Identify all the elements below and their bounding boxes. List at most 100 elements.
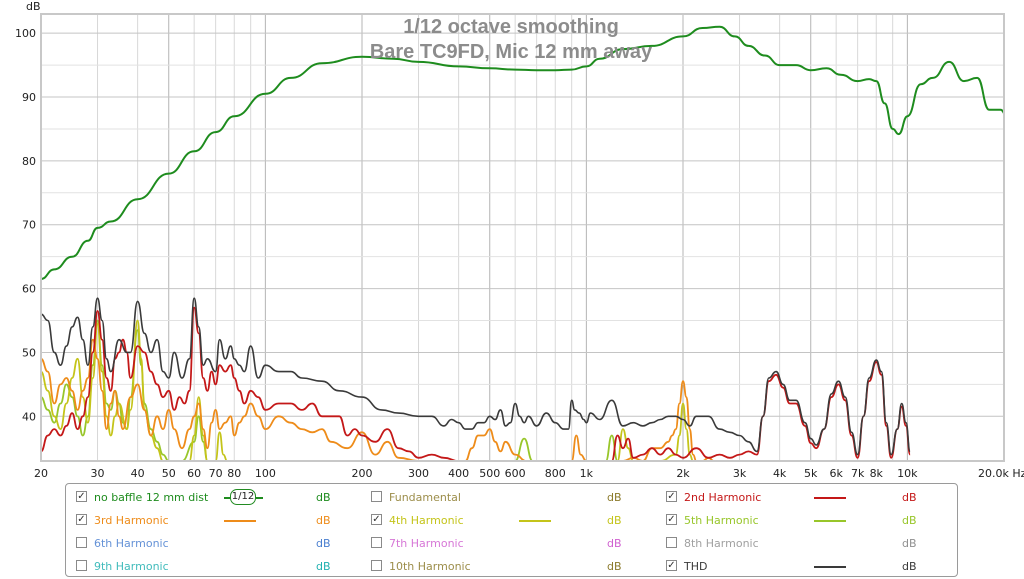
y-axis-label: dB (26, 0, 41, 13)
legend-db-unit: dB (902, 537, 917, 550)
legend-label: no baffle 12 mm dist (94, 491, 209, 504)
axis-ticks: 20 30 40 50 60 70 80 100 200 300 400 500 600 800 1k 2k 3… (15, 27, 1024, 480)
legend-row: 9th Harmonic dB 10th Harmonic dB ✓ THD dB (66, 555, 957, 578)
legend-row: ✓ no baffle 12 mm dist 1/12 dB Fundamental dB… (66, 486, 957, 509)
legend-db-unit: dB (316, 537, 331, 550)
legend-label: 5th Harmonic (684, 514, 759, 527)
x-tick-label: 8k (870, 467, 884, 480)
legend-db-unit: dB (316, 514, 331, 527)
legend-item: 10th Harmonic dB (371, 555, 656, 578)
legend-checkbox[interactable] (76, 537, 87, 548)
series-line-2nd-harmonic (41, 306, 911, 461)
legend-item: Fundamental dB (371, 486, 656, 509)
legend-label: 8th Harmonic (684, 537, 759, 550)
smoothing-badge[interactable]: 1/12 (230, 489, 256, 505)
x-tick-label: 20.0k Hz (978, 467, 1024, 480)
legend-row: 6th Harmonic dB 7th Harmonic dB 8th Harmonic… (66, 532, 957, 555)
legend-row: ✓ 3rd Harmonic dB ✓ 4th Harmonic dB ✓ 5th Harmo… (66, 509, 957, 532)
series-line-thd (41, 297, 911, 456)
series-line-5th-harmonic (41, 319, 623, 461)
x-tick-label: 80 (227, 467, 241, 480)
legend-checkbox[interactable]: ✓ (76, 491, 87, 502)
legend-item: ✓ 3rd Harmonic dB (76, 509, 361, 532)
legend-label: Fundamental (389, 491, 461, 504)
x-tick-label: 800 (545, 467, 566, 480)
legend-item: ✓ 2nd Harmonic dB (666, 486, 951, 509)
legend-label: 9th Harmonic (94, 560, 169, 573)
legend-item: ✓ 5th Harmonic dB (666, 509, 951, 532)
legend-label: 3rd Harmonic (94, 514, 169, 527)
plot-frame (40, 13, 1005, 462)
legend-checkbox[interactable]: ✓ (371, 514, 382, 525)
x-tick-label: 2k (676, 467, 690, 480)
legend-checkbox[interactable]: ✓ (666, 491, 677, 502)
legend-db-unit: dB (316, 491, 331, 504)
x-tick-label: 500 (479, 467, 500, 480)
legend-item: 9th Harmonic dB (76, 555, 361, 578)
legend-line-swatch (814, 520, 846, 522)
chart-title: 1/12 octave smoothing (403, 16, 619, 38)
legend-line-swatch (814, 566, 846, 568)
x-tick-label: 40 (131, 467, 145, 480)
legend-item: ✓ no baffle 12 mm dist 1/12 dB (76, 486, 361, 509)
x-tick-label: 6k (829, 467, 843, 480)
legend-item: 7th Harmonic dB (371, 532, 656, 555)
y-tick-label: 40 (22, 410, 36, 423)
x-tick-label: 100 (255, 467, 276, 480)
chart-subtitle: Bare TC9FD, Mic 12 mm away (370, 41, 653, 63)
legend-checkbox[interactable] (666, 537, 677, 548)
x-tick-label: 400 (448, 467, 469, 480)
legend-line-swatch (519, 520, 551, 522)
x-tick-label: 5k (804, 467, 818, 480)
legend-line-swatch (224, 497, 231, 499)
legend-label: 10th Harmonic (389, 560, 471, 573)
legend-item: 6th Harmonic dB (76, 532, 361, 555)
legend-checkbox[interactable] (371, 491, 382, 502)
legend-checkbox[interactable]: ✓ (666, 514, 677, 525)
x-tick-label: 3k (733, 467, 747, 480)
legend-db-unit: dB (607, 560, 622, 573)
frequency-response-chart: 20 30 40 50 60 70 80 100 200 300 400 500 600 800 1k 2k 3… (15, 0, 1024, 480)
legend-db-unit: dB (902, 514, 917, 527)
legend-checkbox[interactable] (371, 560, 382, 571)
y-tick-label: 80 (22, 155, 36, 168)
legend-label: 2nd Harmonic (684, 491, 762, 504)
legend-item: ✓ 4th Harmonic dB (371, 509, 656, 532)
legend-checkbox[interactable]: ✓ (666, 560, 677, 571)
legend-db-unit: dB (902, 491, 917, 504)
legend-label: 4th Harmonic (389, 514, 464, 527)
x-tick-label: 10k (897, 467, 918, 480)
x-tick-label: 4k (773, 467, 787, 480)
x-tick-label: 20 (34, 467, 48, 480)
legend-label: THD (684, 560, 708, 573)
legend-label: 6th Harmonic (94, 537, 169, 550)
legend-checkbox[interactable]: ✓ (76, 514, 87, 525)
legend-line-swatch (814, 497, 846, 499)
legend-db-unit: dB (607, 491, 622, 504)
chart-series (41, 25, 1004, 461)
legend-db-unit: dB (607, 537, 622, 550)
legend-item: 8th Harmonic dB (666, 532, 951, 555)
legend-panel: ✓ no baffle 12 mm dist 1/12 dB Fundamental dB… (65, 483, 958, 577)
x-tick-label: 30 (91, 467, 105, 480)
y-tick-label: 100 (15, 27, 36, 40)
legend-db-unit: dB (316, 560, 331, 573)
legend-db-unit: dB (902, 560, 917, 573)
y-tick-label: 60 (22, 283, 36, 296)
x-tick-label: 70 (209, 467, 223, 480)
legend-line-swatch (256, 497, 263, 499)
legend-item: ✓ THD dB (666, 555, 951, 578)
legend-checkbox[interactable] (76, 560, 87, 571)
x-tick-label: 600 (505, 467, 526, 480)
y-tick-label: 90 (22, 91, 36, 104)
x-tick-label: 300 (408, 467, 429, 480)
series-line-4th-harmonic (41, 319, 703, 461)
series-line-no-baffle-12-mm-dist (41, 25, 1004, 280)
legend-line-swatch (224, 520, 256, 522)
x-tick-label: 50 (162, 467, 176, 480)
x-tick-label: 1k (580, 467, 594, 480)
x-tick-label: 200 (352, 467, 373, 480)
y-tick-label: 50 (22, 346, 36, 359)
legend-checkbox[interactable] (371, 537, 382, 548)
x-tick-label: 60 (187, 467, 201, 480)
